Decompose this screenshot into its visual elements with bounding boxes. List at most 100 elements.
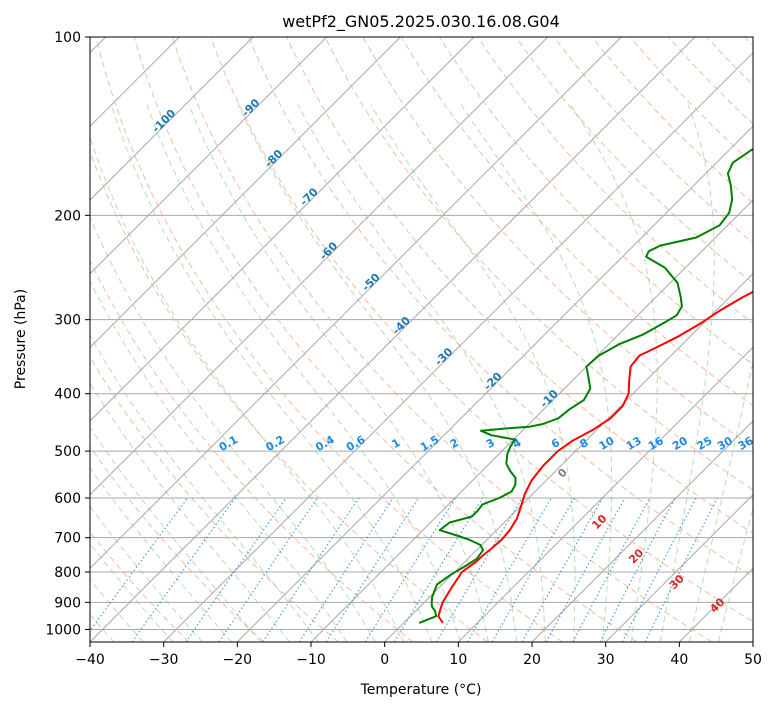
mixing-ratio-line xyxy=(325,497,420,642)
dry-adiabat-label: -50 xyxy=(359,270,382,293)
isotherm-line xyxy=(90,37,549,496)
dry-adiabat-label: -10 xyxy=(538,387,561,410)
x-tick-label: 10 xyxy=(449,652,467,668)
mixing-ratio-line xyxy=(393,497,484,642)
dry-adiabat-line xyxy=(286,37,753,534)
x-tick-label: 20 xyxy=(523,652,541,668)
x-tick-label: −30 xyxy=(149,652,179,668)
isotherm-line xyxy=(90,37,622,570)
y-tick-label: 200 xyxy=(54,208,81,224)
mixing-ratio-line xyxy=(621,497,697,642)
y-tick-label: 600 xyxy=(54,491,81,507)
mixing-ratio-label: 36 xyxy=(736,434,756,453)
dry-adiabat-line xyxy=(248,37,753,578)
moist-adiabat-line xyxy=(297,104,546,642)
moist-adiabat-line xyxy=(659,104,715,642)
moist-adiabat-line xyxy=(146,104,461,642)
isotherm-line xyxy=(236,125,753,642)
mixing-ratio-line xyxy=(90,497,189,632)
isotherm-line xyxy=(752,641,753,642)
chart-title: wetPf2_GN05.2025.030.16.08.G04 xyxy=(282,12,560,32)
dry-adiabat-line xyxy=(90,150,488,642)
dry-adiabat-line xyxy=(324,37,753,491)
isotherm-line xyxy=(310,199,753,642)
dry-adiabat-label: -100 xyxy=(150,107,179,136)
dry-adiabat-line xyxy=(95,37,563,642)
moist-adiabat-line xyxy=(370,104,576,642)
dry-adiabat-label: -60 xyxy=(317,239,340,262)
y-tick-label: 1000 xyxy=(45,622,81,638)
dry-adiabat-label: -40 xyxy=(390,314,413,337)
mixing-ratio-label: 3 xyxy=(484,436,497,451)
x-tick-label: −40 xyxy=(75,652,105,668)
dry-adiabat-line xyxy=(744,37,753,47)
dry-adiabat-line xyxy=(90,445,264,642)
moist-adiabat-line xyxy=(90,467,233,642)
mixing-ratio-label: 1 xyxy=(390,436,403,451)
mixing-ratio-line xyxy=(599,497,676,642)
mixing-ratio-line xyxy=(545,497,626,642)
isotherm-line xyxy=(90,37,475,422)
x-tick-label: 30 xyxy=(597,652,615,668)
mixing-ratio-line xyxy=(644,497,718,642)
isotherm-line xyxy=(678,567,753,642)
mixing-ratio-line xyxy=(435,497,523,642)
mixing-ratio-line xyxy=(218,497,318,642)
isotherm-line xyxy=(384,272,753,642)
dry-adiabat-line xyxy=(171,37,712,642)
dry-adiabat-line xyxy=(706,37,753,86)
mixing-ratio-label: 10 xyxy=(597,434,617,453)
moist-adiabat-line xyxy=(188,104,489,642)
mixing-ratio-label: 2 xyxy=(448,436,461,451)
mixing-ratio-line xyxy=(466,497,552,642)
isotherm-line xyxy=(90,37,401,349)
x-tick-label: 0 xyxy=(380,652,389,668)
moist-adiabat-label: 40 xyxy=(707,595,727,615)
dry-adiabat-line xyxy=(591,37,753,204)
mixing-ratio-line xyxy=(572,497,651,642)
y-tick-label: 100 xyxy=(54,30,81,46)
moist-adiabat-line xyxy=(718,506,753,642)
dry-adiabat-label: -70 xyxy=(297,185,320,208)
isotherm-line xyxy=(605,493,753,642)
moist-adiabat-line xyxy=(90,505,203,642)
dry-adiabat-line xyxy=(90,259,414,642)
moist-adiabat-line xyxy=(90,542,174,642)
mixing-ratio-line xyxy=(262,497,360,642)
moist-adiabat-line xyxy=(570,104,658,642)
plot-frame xyxy=(89,36,754,643)
dry-adiabat-line xyxy=(90,356,339,642)
dewpoint-profile-line xyxy=(418,148,753,624)
y-tick-label: 300 xyxy=(54,313,81,329)
temperature-profile-line xyxy=(437,290,753,624)
moist-adiabat-line xyxy=(90,334,319,642)
moist-adiabat-line xyxy=(90,135,405,642)
moist-adiabat-line xyxy=(460,104,613,642)
dry-adiabat-line xyxy=(477,37,753,325)
moist-adiabat-line xyxy=(90,426,262,642)
x-axis-label: Temperature (°C) xyxy=(360,682,482,698)
y-tick-label: 900 xyxy=(54,595,81,611)
moist-adiabat-line xyxy=(90,279,348,642)
x-tick-label: −20 xyxy=(223,652,253,668)
dry-adiabat-label: -90 xyxy=(239,96,262,119)
dry-adiabat-line xyxy=(133,37,638,642)
moist-adiabat-line xyxy=(110,104,433,642)
mixing-ratio-label: 30 xyxy=(715,434,735,453)
moist-adiabat-line xyxy=(90,382,291,642)
x-tick-label: 40 xyxy=(670,652,688,668)
mixing-ratio-label: 13 xyxy=(624,434,644,453)
isotherm-line xyxy=(531,420,753,642)
mixing-ratio-line xyxy=(131,497,236,642)
x-tick-label: −10 xyxy=(296,652,326,668)
moist-adiabat-label: 0 xyxy=(555,466,570,481)
moist-adiabat-line xyxy=(237,104,518,642)
dry-adiabat-label: -30 xyxy=(432,345,455,368)
dry-adiabat-label: -80 xyxy=(262,147,285,170)
isotherm-line xyxy=(90,37,254,201)
dry-adiabat-line xyxy=(668,37,753,125)
isotherm-line xyxy=(163,51,753,642)
isotherm-line xyxy=(90,37,696,642)
isotherm-line xyxy=(457,346,753,642)
